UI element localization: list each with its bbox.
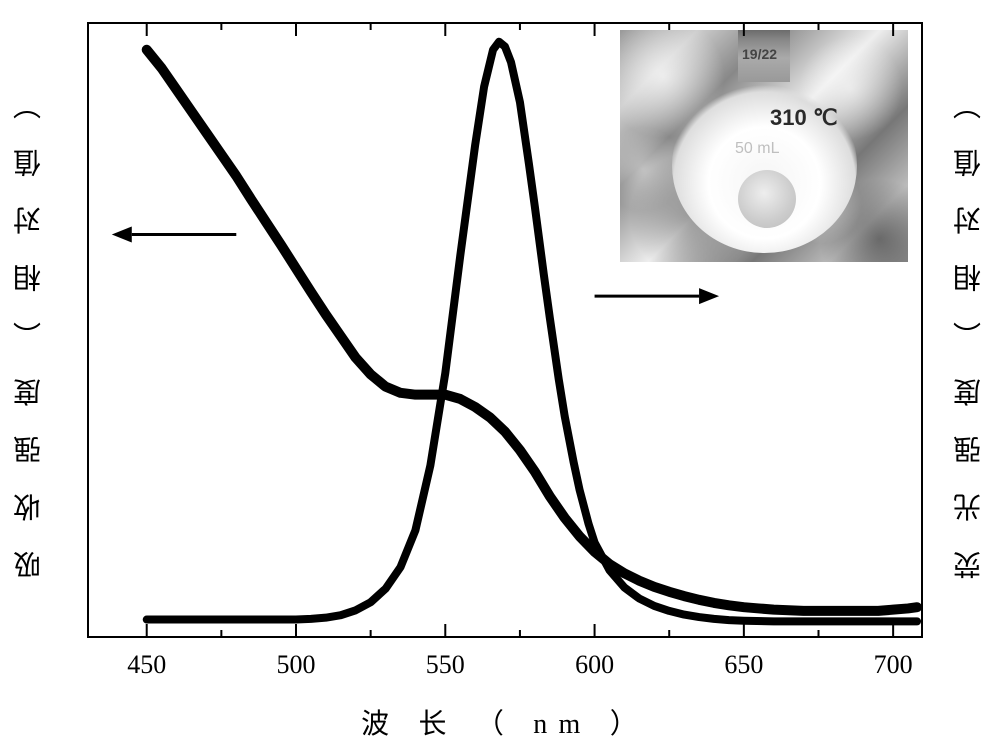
fluorescence-curve	[147, 42, 917, 622]
curves-group	[147, 42, 917, 622]
absorption-curve	[147, 50, 917, 611]
x-tick-label: 550	[415, 650, 475, 680]
x-tick-label: 450	[117, 650, 177, 680]
x-tick-label: 600	[565, 650, 625, 680]
x-tick-label: 700	[863, 650, 923, 680]
x-tick-label: 500	[266, 650, 326, 680]
arrows-group	[112, 227, 719, 305]
plot-svg-layer	[0, 0, 1000, 751]
figure-root: 吸 收 强 度 （ 相 对 值 ） 荧 光 强 度 （ 相 对 值 ） 波 长 …	[0, 0, 1000, 751]
x-tick-label: 650	[714, 650, 774, 680]
